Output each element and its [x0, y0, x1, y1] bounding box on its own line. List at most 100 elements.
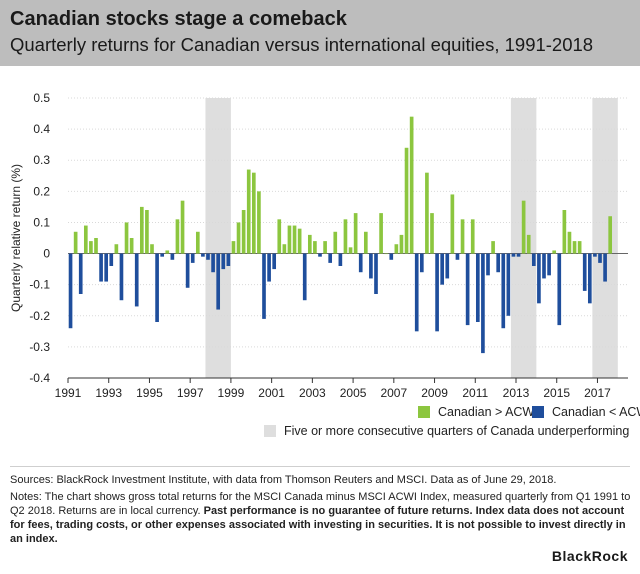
bar-below: [516, 253, 521, 257]
y-tick-label: -0.3: [29, 340, 50, 354]
bar-below: [593, 253, 597, 257]
bar-below: [170, 253, 175, 260]
bar-below: [206, 253, 210, 260]
x-tick-label: 2013: [503, 386, 530, 400]
bar-below: [272, 253, 277, 270]
bar-below: [358, 253, 363, 273]
legend-label-below: Canadian < ACWI: [552, 405, 640, 419]
bar-below: [475, 253, 480, 322]
bar-above: [363, 231, 368, 254]
bar-below: [506, 253, 511, 316]
bar-above: [425, 172, 429, 254]
bar-above: [292, 225, 297, 254]
x-tick-label: 2015: [543, 386, 570, 400]
y-tick-label: -0.4: [29, 371, 50, 385]
x-tick-label: 2001: [258, 386, 285, 400]
bar-below: [486, 253, 490, 276]
bar-below: [216, 253, 221, 310]
x-tick-label: 1997: [177, 386, 204, 400]
bar-above: [277, 219, 282, 254]
x-tick-label: 2017: [584, 386, 611, 400]
bar-above: [394, 244, 399, 254]
bar-below: [557, 253, 562, 326]
bar-above: [129, 238, 134, 254]
x-tick-label: 1999: [218, 386, 245, 400]
bar-below: [369, 253, 373, 279]
legend-label-above: Canadian > ACWI: [438, 405, 538, 419]
y-tick-label: -0.1: [29, 278, 50, 292]
bar-below: [185, 253, 190, 288]
bar-below: [267, 253, 271, 282]
bar-above: [150, 244, 154, 254]
bar-above: [384, 253, 389, 255]
bar-below: [455, 253, 460, 260]
bar-above: [282, 244, 287, 254]
bar-above: [343, 219, 348, 254]
x-tick-label: 2009: [421, 386, 448, 400]
bar-above: [577, 241, 582, 254]
bar-above: [297, 228, 302, 254]
sources-note: Sources: BlackRock Investment Institute,…: [10, 474, 557, 486]
legend-item-below: Canadian < ACWI: [532, 405, 640, 419]
y-tick-label: -0.2: [29, 309, 50, 323]
x-tick-label: 1991: [55, 386, 82, 400]
bar-above: [165, 250, 170, 254]
bar-above: [251, 172, 256, 254]
bar-below: [603, 253, 607, 282]
x-tick-label: 2005: [340, 386, 367, 400]
bar-above: [313, 241, 317, 254]
bar-above: [231, 241, 236, 254]
notes-plain: Notes: The chart shows gross total retur…: [10, 491, 631, 517]
bar-below: [78, 253, 83, 294]
bar-below: [587, 253, 592, 304]
bar-above: [567, 231, 572, 254]
bar-above: [450, 194, 455, 254]
bar-below: [338, 253, 343, 266]
bar-above: [470, 219, 475, 254]
y-tick-label: 0.3: [33, 153, 50, 167]
bar-below: [582, 253, 587, 291]
bar-above: [608, 216, 613, 254]
bar-above: [246, 169, 251, 254]
bar-below: [318, 253, 322, 257]
legend-label-shade: Five or more consecutive quarters of Can…: [284, 424, 630, 438]
bar-below: [598, 253, 602, 263]
bar-above: [491, 241, 495, 254]
bar-below: [109, 253, 114, 266]
bar-above: [83, 225, 88, 254]
legend-item-shade: Five or more consecutive quarters of Can…: [264, 424, 629, 438]
bar-above: [175, 219, 180, 254]
bar-above: [114, 244, 119, 254]
bar-above: [562, 210, 567, 254]
header-banner: Canadian stocks stage a comeback Quarter…: [0, 0, 640, 66]
bar-below: [481, 253, 485, 354]
bar-below: [419, 253, 424, 273]
bar-below: [160, 253, 165, 257]
bar-below: [496, 253, 501, 273]
bar-above: [287, 225, 292, 254]
bar-below: [328, 253, 333, 263]
bar-below: [226, 253, 231, 266]
bar-above: [195, 231, 200, 254]
bar-below: [547, 253, 551, 276]
x-tick-label: 2011: [462, 386, 488, 400]
bar-below: [221, 253, 226, 270]
blackrock-logo: BlackRock: [551, 548, 628, 564]
bar-below: [68, 253, 73, 329]
bar-below: [445, 253, 450, 279]
bar-above: [430, 213, 434, 254]
bar-below: [531, 253, 536, 266]
chart-title: Canadian stocks stage a comeback: [10, 8, 347, 30]
legend-item-above: Canadian > ACWI: [418, 405, 538, 419]
bar-above: [124, 222, 129, 254]
bar-below: [104, 253, 109, 282]
x-tick-label: 1995: [136, 386, 163, 400]
bar-below: [155, 253, 159, 322]
bar-below: [465, 253, 470, 326]
shaded-period-0: [205, 98, 231, 378]
y-tick-label: 0: [43, 247, 50, 261]
bar-below: [435, 253, 439, 332]
bar-above: [241, 210, 246, 254]
chart-subtitle: Quarterly returns for Canadian versus in…: [10, 34, 594, 55]
bar-above: [572, 241, 577, 254]
